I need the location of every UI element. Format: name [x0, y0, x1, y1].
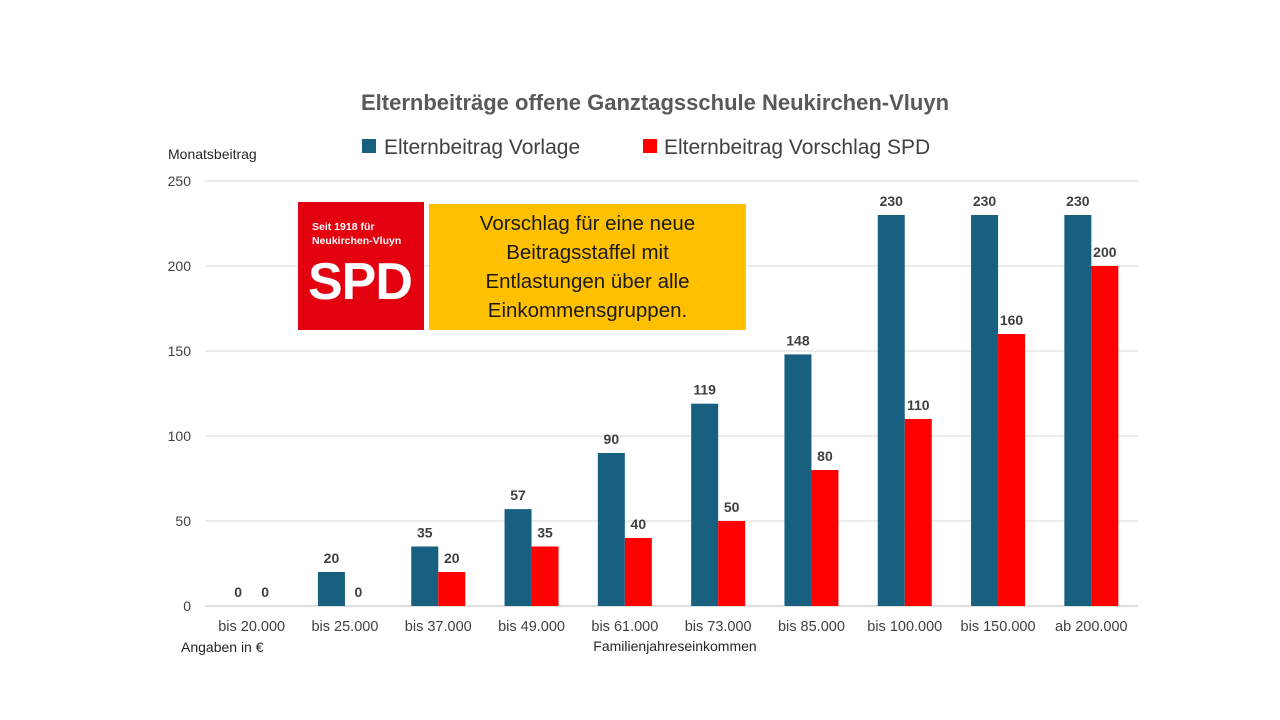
data-label: 20 — [444, 550, 460, 566]
x-tick-label: bis 73.000 — [685, 619, 752, 635]
data-label: 119 — [693, 382, 716, 398]
bar-spd — [531, 546, 559, 606]
callout-text: Vorschlag für eine neue Beitragsstaffel … — [479, 212, 696, 322]
y-tick-label: 100 — [168, 428, 192, 444]
data-label: 160 — [1000, 312, 1024, 328]
bar-vorlage — [1064, 215, 1092, 606]
x-tick-label: bis 150.000 — [961, 619, 1036, 635]
legend: Elternbeitrag Vorlage Elternbeitrag Vors… — [362, 136, 930, 159]
legend-swatch-spd — [643, 139, 657, 153]
data-label: 35 — [537, 525, 553, 541]
legend-label-vorlage: Elternbeitrag Vorlage — [384, 136, 580, 159]
callout-box: Vorschlag für eine neue Beitragsstaffel … — [429, 204, 746, 330]
data-labels: 0 020035205735904011950148802301102301602… — [234, 193, 1116, 600]
data-label: 57 — [510, 487, 526, 503]
y-tick-label: 200 — [168, 258, 192, 274]
data-label: 40 — [631, 516, 647, 532]
bar-vorlage — [597, 453, 625, 606]
x-tick-label: bis 49.000 — [498, 619, 565, 635]
x-tick-label: bis 25.000 — [311, 619, 378, 635]
y-tick-labels: 0 50 100 150 200 250 — [168, 173, 192, 614]
data-label: 35 — [417, 525, 433, 541]
data-label: 148 — [786, 332, 810, 348]
x-tick-label: bis 61.000 — [591, 619, 658, 635]
data-label: 50 — [724, 499, 740, 515]
bar-spd — [1091, 266, 1119, 606]
logo-text: SPD — [308, 253, 413, 311]
x-tick-labels: bis 20.000 bis 25.000 bis 37.000 bis 49.000… — [218, 619, 1127, 635]
data-label: 0 — [234, 584, 242, 600]
bar-vorlage — [504, 509, 532, 606]
data-label: 230 — [973, 193, 997, 209]
y-tick-label: 150 — [168, 343, 192, 359]
bar-vorlage — [971, 215, 999, 606]
logo-slogan-line-2: Neukirchen-Vluyn — [312, 235, 402, 247]
bar-spd — [904, 419, 932, 606]
y-tick-label: 50 — [175, 513, 191, 529]
bar-spd — [718, 521, 746, 606]
unit-note: Angaben in € — [181, 639, 264, 655]
data-label: 80 — [817, 448, 833, 464]
x-tick-label: bis 20.000 — [218, 619, 285, 635]
y-axis-label: Monatsbeitrag — [168, 146, 257, 162]
legend-label-spd: Elternbeitrag Vorschlag SPD — [664, 136, 930, 159]
bar-spd — [624, 538, 652, 606]
bar-spd — [998, 334, 1026, 606]
bar-vorlage — [784, 354, 812, 606]
logo-slogan-line-1: Seit 1918 für — [312, 221, 375, 233]
legend-swatch-vorlage — [362, 139, 376, 153]
data-label: 0 — [261, 584, 269, 600]
y-tick-label: 0 — [183, 598, 191, 614]
data-label: 200 — [1093, 244, 1117, 260]
x-tick-label: bis 85.000 — [778, 619, 845, 635]
bar-spd — [811, 470, 839, 606]
x-tick-label: bis 37.000 — [405, 619, 472, 635]
bar-vorlage — [877, 215, 905, 606]
bar-vorlage — [317, 572, 345, 606]
data-label: 230 — [880, 193, 904, 209]
x-axis-label: Familienjahreseinkommen — [593, 638, 756, 654]
data-label: 0 — [355, 584, 363, 600]
bars — [317, 215, 1119, 606]
bar-spd — [438, 572, 466, 606]
spd-logo: Seit 1918 für Neukirchen-Vluyn SPD — [298, 202, 424, 330]
data-label: 110 — [907, 397, 930, 413]
data-label: 230 — [1066, 193, 1090, 209]
y-tick-label: 250 — [168, 173, 192, 189]
bar-vorlage — [411, 546, 439, 606]
data-label: 90 — [604, 431, 620, 447]
x-tick-label: bis 100.000 — [867, 619, 942, 635]
data-label: 20 — [324, 550, 340, 566]
chart-title: Elternbeiträge offene Ganztagsschule Neu… — [361, 90, 949, 115]
x-tick-label: ab 200.000 — [1055, 619, 1128, 635]
bar-vorlage — [691, 403, 719, 606]
